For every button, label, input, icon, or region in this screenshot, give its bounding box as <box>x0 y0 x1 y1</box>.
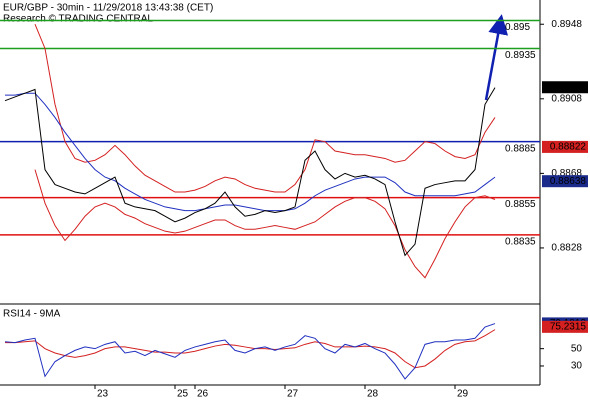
price-marker <box>542 81 588 94</box>
price-marker <box>542 320 588 333</box>
series-line <box>5 92 496 212</box>
y-tick-label: 0.8828 <box>551 243 582 254</box>
price-marker <box>542 175 588 188</box>
series-line <box>4 87 496 257</box>
chart-title: EUR/GBP - 30min - 11/29/2018 13:43:38 (C… <box>3 3 213 14</box>
y-tick-label: 50 <box>571 343 583 354</box>
x-tick-label: 28 <box>367 389 379 400</box>
level-label: 0.8885 <box>505 143 536 154</box>
level-label: 0.8935 <box>505 50 536 61</box>
y-tick-label: 30 <box>571 361 583 372</box>
x-tick-label: 29 <box>457 389 469 400</box>
y-tick-label: 0.8908 <box>551 93 582 104</box>
level-label: 0.895 <box>505 22 530 33</box>
x-tick-label: 26 <box>197 389 209 400</box>
price-marker <box>542 140 588 153</box>
x-tick-label: 27 <box>287 389 299 400</box>
x-tick-label: 25 <box>177 389 189 400</box>
y-tick-label: 0.8948 <box>551 19 582 30</box>
level-label: 0.8855 <box>505 199 536 210</box>
level-label: 0.8835 <box>505 237 536 248</box>
series-line <box>4 323 496 380</box>
series-line <box>34 169 496 279</box>
forecast-arrow <box>484 14 509 101</box>
panel-title: RSI14 - 9MA <box>3 309 61 320</box>
series-line <box>34 24 496 193</box>
chart-subtitle: Research © TRADING CENTRAL <box>3 14 153 25</box>
y-tick-label: 0.8868 <box>551 168 582 179</box>
price-marker-label: 0.88822 <box>550 142 587 153</box>
series-line <box>5 329 496 369</box>
price-marker-label: 0.88638 <box>550 176 587 187</box>
x-tick-label: 23 <box>97 389 109 400</box>
price-marker-label: 75.2315 <box>550 321 587 332</box>
price-marker-label: 0.89142 <box>550 82 587 93</box>
